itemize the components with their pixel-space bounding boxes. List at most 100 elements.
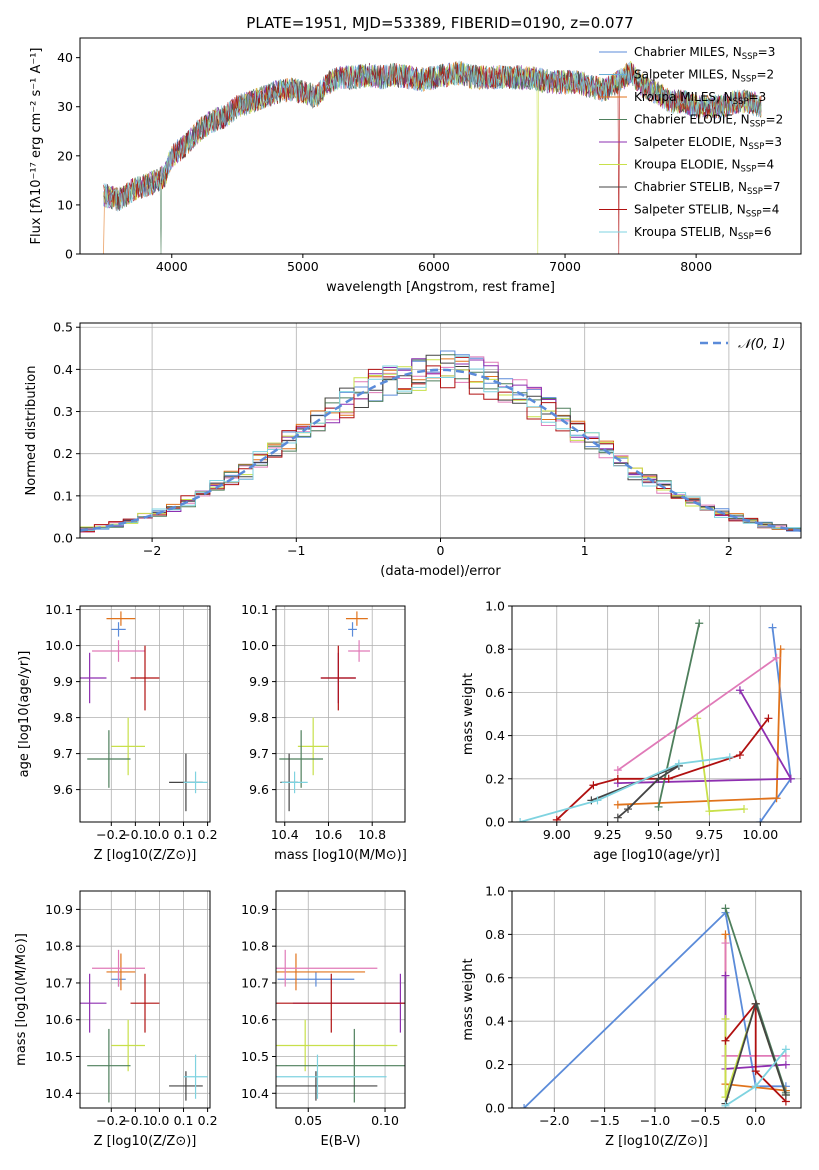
weight-marker-5-1 [654, 802, 663, 811]
y-tick-label: 0.4 [485, 1014, 505, 1029]
plot-area-mass_vs_ebv [276, 949, 405, 1103]
y-tick-label: 10.0 [45, 638, 73, 653]
x-axis-label: (data-model)/error [380, 564, 501, 579]
legend-label-8: Kroupa STELIB, NSSP=6 [634, 225, 772, 242]
y-tick-label: 40 [57, 50, 73, 65]
panels: 4000 5000 6000 7000 8000010203040wavelength … [14, 37, 802, 1149]
legend-label-2: Kroupa MILES, NSSP=3 [634, 90, 766, 107]
weight-marker-8-1 [593, 796, 602, 805]
weight-marker-8-3 [725, 753, 734, 762]
y-tick-label: 30 [57, 99, 73, 114]
y-tick-label: 0.6 [485, 970, 505, 985]
x-tick-label: −0.2 [96, 827, 126, 842]
legend-sub: SSP [746, 210, 762, 220]
plot-area-age_vs_Z [80, 611, 208, 812]
weight-marker-2-0 [721, 939, 730, 948]
x-tick-label: 4000 [156, 259, 188, 274]
x-tick-label: 7000 [549, 259, 581, 274]
weight-marker-5-0 [721, 904, 730, 913]
y-tick-label: 0.0 [485, 815, 505, 830]
x-tick-label: −2 [143, 543, 161, 558]
weight-marker-8-0 [721, 1101, 730, 1108]
panel-age_vs_mass: 10.4 10.6 10.8 9.6 9.7 9.8 9.9 10.0 10.1 mass [lo… [241, 602, 407, 863]
y-tick-label: 10.7 [241, 975, 269, 990]
frame-weight_vs_Z [511, 890, 802, 1109]
y-tick-label: 10.7 [45, 975, 73, 990]
legend-label-5: Kroupa ELODIE, NSSP=4 [634, 158, 774, 175]
y-tick-label: 10.5 [45, 1049, 73, 1064]
x-tick-label: 0.0 [149, 827, 169, 842]
x-tick-label: 0.10 [371, 1113, 399, 1128]
panel-weight_vs_Z: −2.0 −1.5 −1.0 −0.5 0.0 0.0 0.2 0.4 0.6 0.8 1.0 Z [… [461, 884, 802, 1149]
x-tick-label: 0.1 [174, 1113, 194, 1128]
y-tick-label: 20 [57, 148, 73, 163]
weight-marker-2-0 [772, 653, 781, 662]
panel-mass_vs_ebv: 0.05 0.10 10.4 10.5 10.6 10.7 10.8 10.9 E(B-V) [241, 890, 406, 1149]
x-tick-label: 0.05 [294, 1113, 322, 1128]
weight-marker-5-0 [695, 619, 704, 628]
x-axis-label: Z [log10(Z/Z⊙)] [605, 1134, 708, 1149]
y-axis-label: Normed distribution [24, 366, 39, 496]
weight-marker-8-0 [516, 818, 525, 822]
y-tick-label: 0.0 [485, 1101, 505, 1116]
y-axis-label: mass weight [461, 958, 476, 1040]
x-axis-label: E(B-V) [320, 1134, 360, 1149]
weight-line-6 [724, 1001, 787, 1103]
frame-age_vs_mass [275, 605, 406, 823]
weight-marker-6-0 [764, 714, 773, 723]
weight-marker-7-1 [751, 999, 760, 1008]
weight-marker-1-2 [613, 800, 622, 809]
y-tick-label: 0.4 [53, 362, 73, 377]
x-tick-label: −0.2 [96, 1113, 126, 1128]
x-tick-label: 0.2 [198, 827, 218, 842]
legend-sub: SSP [742, 52, 758, 62]
x-axis-label: wavelength [Angstrom, rest frame] [326, 280, 555, 295]
y-axis-label: Flux [fλ10⁻¹⁷ erg cm⁻² s⁻¹ A⁻¹] [29, 48, 44, 245]
weight-marker-1-0 [776, 645, 785, 654]
panel-residuals: −2 −1 0 1 2 0.0 0.1 0.2 0.3 0.4 0.5 (data-model)/er… [24, 320, 802, 579]
weight-marker-6-3 [613, 774, 622, 783]
frame-age_vs_Z [79, 605, 211, 823]
plot-area-weight_vs_age [516, 619, 795, 822]
weight-marker-6-5 [552, 815, 561, 822]
legend-label-6: Chabrier STELIB, NSSP=7 [634, 180, 781, 197]
y-tick-label: 9.7 [53, 746, 73, 761]
x-tick-label: −1.0 [640, 1113, 670, 1128]
weight-marker-8-2 [781, 1045, 790, 1054]
x-tick-label: 2 [725, 543, 733, 558]
legend-val: =6 [754, 225, 772, 239]
legend-label-7: Salpeter STELIB, NSSP=4 [634, 203, 779, 220]
legend-text: Chabrier ELODIE, N [634, 113, 750, 127]
x-tick-label: 10.00 [742, 827, 778, 842]
plot-area-mass_vs_Z [80, 949, 208, 1103]
weight-marker-4-2 [740, 805, 749, 814]
y-tick-label: 9.9 [249, 674, 269, 689]
x-tick-label: 10.4 [271, 827, 299, 842]
y-tick-label: 10.9 [45, 902, 73, 917]
y-tick-label: 10.6 [45, 1012, 73, 1027]
y-tick-label: 0.5 [53, 320, 73, 335]
panel-weight_vs_age: 9.00 9.25 9.50 9.75 10.00 0.0 0.2 0.4 0.6 0.8 1.0 a… [461, 599, 802, 863]
legend-val: =2 [766, 113, 784, 127]
weight-marker-8-1 [751, 1082, 760, 1091]
legend-label-1: Salpeter MILES, NSSP=2 [634, 68, 774, 85]
y-tick-label: 9.8 [53, 710, 73, 725]
x-tick-label: 0 [437, 543, 445, 558]
frame-spectrum [79, 37, 802, 255]
legend-text: Salpeter STELIB, N [634, 203, 746, 217]
weight-marker-4-1 [705, 807, 714, 816]
y-tick-label: 0 [65, 247, 73, 262]
y-tick-label: 9.7 [249, 746, 269, 761]
weight-marker-7-0 [613, 813, 622, 822]
y-tick-label: 0.2 [53, 446, 73, 461]
y-tick-label: 9.9 [53, 674, 73, 689]
legend-sub: SSP [741, 75, 757, 85]
y-tick-label: 10.9 [241, 902, 269, 917]
y-tick-label: 0.2 [485, 1057, 505, 1072]
weight-marker-8-2 [674, 759, 683, 768]
weight-marker-6-0 [721, 1036, 730, 1045]
y-tick-label: 0.2 [485, 771, 505, 786]
weight-marker-3-2 [781, 1060, 790, 1069]
weight-marker-3-0 [721, 971, 730, 980]
